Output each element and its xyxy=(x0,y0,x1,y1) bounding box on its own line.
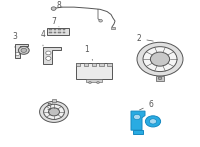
Bar xyxy=(54,29,56,30)
Circle shape xyxy=(46,56,51,60)
Bar xyxy=(92,63,96,66)
Polygon shape xyxy=(43,47,61,64)
FancyBboxPatch shape xyxy=(76,63,112,79)
Circle shape xyxy=(150,52,170,66)
Circle shape xyxy=(46,51,51,55)
Text: 2: 2 xyxy=(137,34,153,43)
Circle shape xyxy=(16,52,20,55)
Text: 8: 8 xyxy=(57,1,62,10)
Text: 6: 6 xyxy=(140,100,153,110)
Circle shape xyxy=(21,48,27,52)
Polygon shape xyxy=(133,130,143,134)
Bar xyxy=(156,76,164,81)
Bar xyxy=(54,32,56,33)
Bar xyxy=(99,63,104,66)
Text: 4: 4 xyxy=(41,30,45,46)
Circle shape xyxy=(158,77,162,80)
Text: 3: 3 xyxy=(13,32,17,47)
Circle shape xyxy=(51,7,56,10)
Bar xyxy=(52,99,56,102)
Bar xyxy=(84,63,88,66)
Circle shape xyxy=(49,108,59,116)
Bar xyxy=(76,63,80,66)
Bar xyxy=(58,29,61,30)
Circle shape xyxy=(149,119,157,124)
Circle shape xyxy=(44,104,64,120)
Polygon shape xyxy=(15,44,28,58)
Circle shape xyxy=(89,82,91,84)
Bar xyxy=(86,79,102,82)
Bar xyxy=(49,29,52,30)
Circle shape xyxy=(40,101,68,122)
Bar xyxy=(63,32,65,33)
Circle shape xyxy=(143,47,177,72)
Bar xyxy=(47,28,69,35)
Bar xyxy=(111,27,115,29)
Circle shape xyxy=(137,42,183,76)
Text: 1: 1 xyxy=(85,45,93,60)
Circle shape xyxy=(99,19,102,22)
Circle shape xyxy=(18,46,29,54)
Bar xyxy=(58,32,61,33)
Text: 7: 7 xyxy=(51,17,59,27)
Circle shape xyxy=(133,114,141,120)
Bar xyxy=(107,63,112,66)
Circle shape xyxy=(97,82,99,84)
Text: 5: 5 xyxy=(47,103,52,112)
Bar xyxy=(49,32,52,33)
Polygon shape xyxy=(131,111,145,130)
Circle shape xyxy=(145,116,161,127)
Bar xyxy=(63,29,65,30)
